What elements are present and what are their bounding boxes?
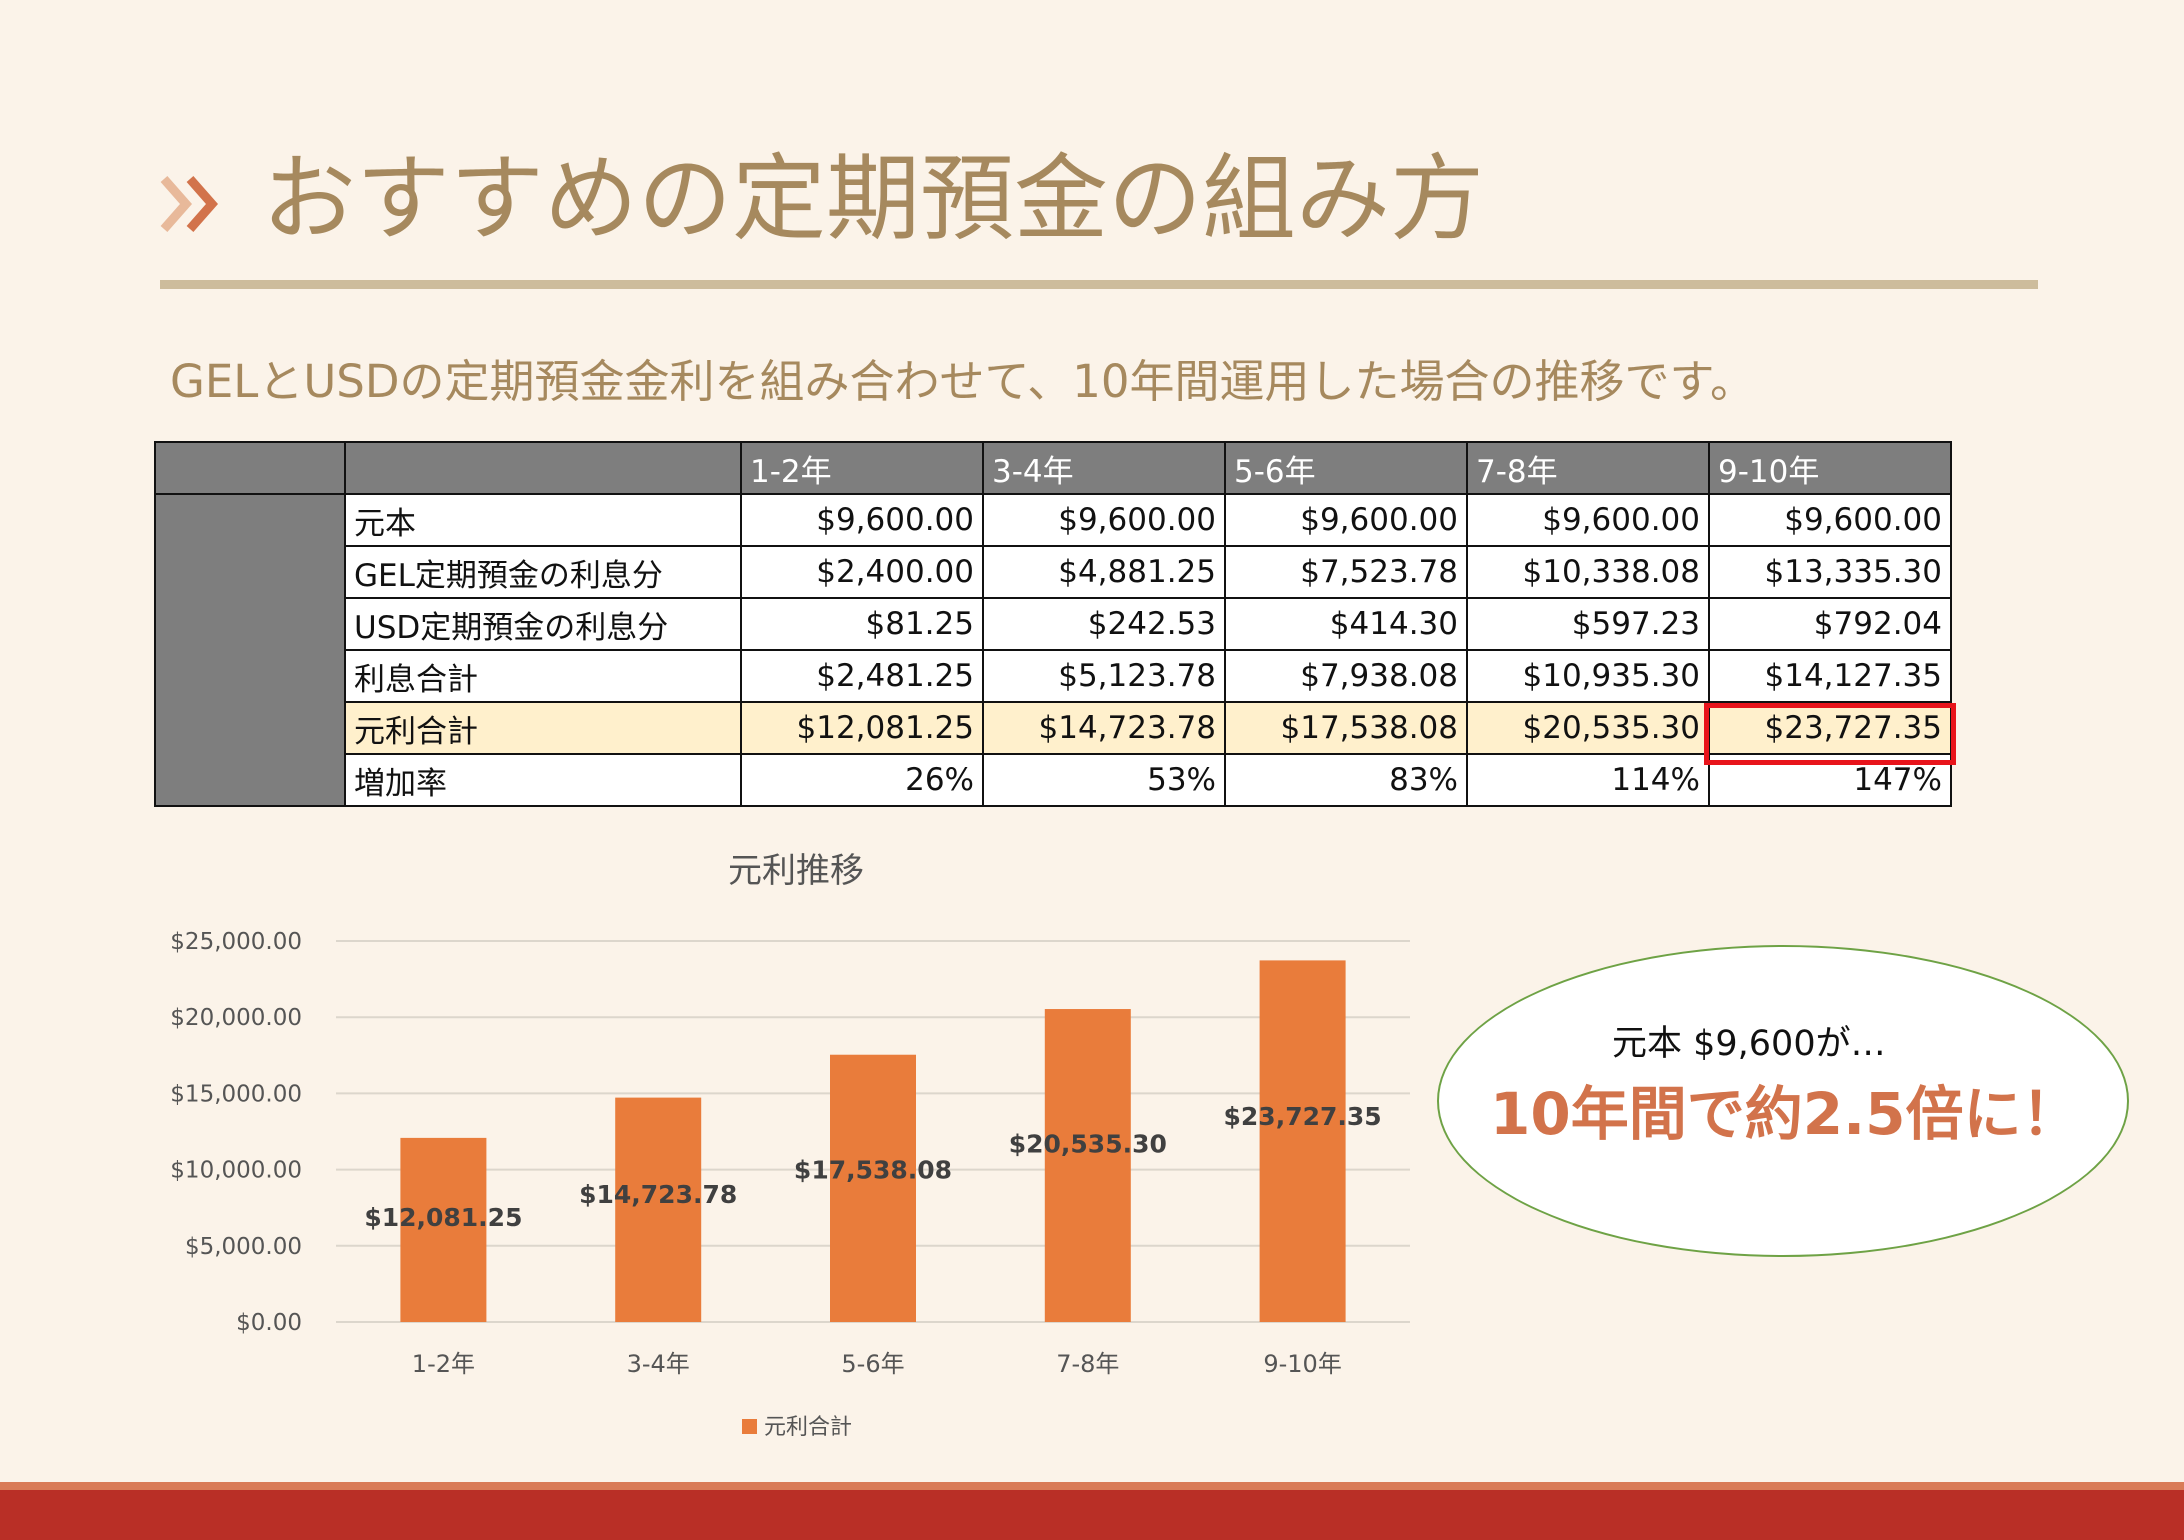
table-cell: $9,600.00: [982, 493, 1226, 547]
footer-bar: [0, 1490, 2184, 1540]
table-cell: $17,538.08: [1224, 701, 1468, 755]
slide-subtitle: GELとUSDの定期預金金利を組み合わせて、10年間運用した場合の推移です。: [170, 355, 1756, 408]
table-cell: 114%: [1466, 753, 1710, 807]
bar: [830, 1054, 916, 1322]
bar-value-label: $12,081.25: [364, 1203, 522, 1232]
table-cell: $2,481.25: [740, 649, 984, 703]
table-cell: $9,600.00: [1224, 493, 1468, 547]
table-cell: $9,600.00: [1708, 493, 1952, 547]
row-label: GEL定期預金の利息分: [344, 545, 742, 599]
table-row: 元本 $9,600.00 $9,600.00 $9,600.00 $9,600.…: [154, 493, 1952, 807]
legend-swatch: [742, 1419, 757, 1434]
table-cell: $20,535.30: [1466, 701, 1710, 755]
x-tick-label: 9-10年: [1263, 1350, 1341, 1378]
bar: [615, 1097, 702, 1322]
y-tick-label: $0.00: [236, 1310, 302, 1336]
bar: [1259, 960, 1346, 1322]
table-row: 増加率 26% 53% 83% 114% 147%: [155, 753, 1952, 807]
table-cell: $4,881.25: [982, 545, 1226, 599]
callout-principal: 元本 $9,600が…: [1612, 1024, 1886, 1064]
table-row-highlighted: 元利合計 $12,081.25 $14,723.78 $17,538.08 $2…: [155, 701, 1952, 755]
callout-ellipse: [1437, 945, 2129, 1257]
table-cell: $10,935.30: [1466, 649, 1710, 703]
table-cell: $23,727.35: [1708, 701, 1952, 755]
table-cell: 26%: [740, 753, 984, 807]
chart-legend: 元利合計: [742, 1415, 852, 1440]
table-cell: $14,723.78: [982, 701, 1226, 755]
y-tick-label: $20,000.00: [170, 1005, 302, 1031]
table-cell: $13,335.30: [1708, 545, 1952, 599]
table-header-cell: 1-2年: [740, 441, 984, 495]
y-tick-label: $10,000.00: [170, 1158, 302, 1184]
row-label: 元利合計: [344, 701, 742, 755]
table-cell: $2,400.00: [740, 545, 984, 599]
y-tick-label: $15,000.00: [170, 1081, 302, 1107]
row-label: 利息合計: [344, 649, 742, 703]
table-cell: $597.23: [1466, 597, 1710, 651]
table-row: 利息合計 $2,481.25 $5,123.78 $7,938.08 $10,9…: [155, 649, 1952, 703]
table-cell: $10,338.08: [1466, 545, 1710, 599]
table-header-cell: 9-10年: [1708, 441, 1952, 495]
table-row: GEL定期預金の利息分 $2,400.00 $4,881.25 $7,523.7…: [155, 545, 1952, 599]
table-header-row: 1-2年 3-4年 5-6年 7-8年 9-10年: [154, 441, 1952, 495]
table-header-cell: 7-8年: [1466, 441, 1710, 495]
bar: [400, 1137, 487, 1322]
row-label: 増加率: [344, 753, 742, 807]
callout-result: 10年間で約2.5倍に！: [1490, 1080, 2080, 1148]
table-cell: $414.30: [1224, 597, 1468, 651]
table-cell: $9,600.00: [1466, 493, 1710, 547]
legend-label: 元利合計: [764, 1415, 852, 1440]
table-header-cell: [154, 441, 346, 495]
table-row: USD定期預金の利息分 $81.25 $242.53 $414.30 $597.…: [155, 597, 1952, 651]
x-tick-label: 1-2年: [412, 1350, 475, 1378]
slide-title: おすすめの定期預金の組み方: [262, 145, 1485, 254]
footer-accent-line: [0, 1482, 2184, 1490]
y-tick-label: $25,000.00: [170, 929, 302, 955]
bar-value-label: $20,535.30: [1009, 1130, 1167, 1159]
chart-title: 元利推移: [728, 851, 864, 891]
x-tick-label: 5-6年: [841, 1350, 904, 1378]
x-tick-label: 3-4年: [627, 1350, 690, 1378]
x-axis: 1-2年 3-4年 5-6年 7-8年 9-10年: [412, 1350, 1342, 1378]
table-cell: $81.25: [740, 597, 984, 651]
row-label: USD定期預金の利息分: [344, 597, 742, 651]
title-divider: [160, 280, 2038, 289]
y-axis: $0.00 $5,000.00 $10,000.00 $15,000.00 $20,00…: [170, 929, 302, 1336]
table-cell: $14,127.35: [1708, 649, 1952, 703]
table-cell: 53%: [982, 753, 1226, 807]
highlight-box: [1704, 703, 1956, 765]
table-cell: $9,600.00: [740, 493, 984, 547]
table-header-cell: 3-4年: [982, 441, 1226, 495]
row-label: 元本: [344, 493, 742, 547]
bar: [1044, 1009, 1131, 1322]
bar-chart: 元利推移 $0.00$5,000.00$10,000.00$15,000.00$…: [170, 851, 1410, 1440]
bar-value-label: $23,727.35: [1224, 1102, 1382, 1131]
table-cell: $7,523.78: [1224, 545, 1468, 599]
table-header-cell: [344, 441, 742, 495]
x-tick-label: 7-8年: [1056, 1350, 1119, 1378]
table-cell: 83%: [1224, 753, 1468, 807]
bar-value-label: $17,538.08: [794, 1156, 952, 1185]
table-cell: $5,123.78: [982, 649, 1226, 703]
table-header-cell: 5-6年: [1224, 441, 1468, 495]
table-cell: $242.53: [982, 597, 1226, 651]
table-cell: $7,938.08: [1224, 649, 1468, 703]
table-cell: $12,081.25: [740, 701, 984, 755]
y-tick-label: $5,000.00: [185, 1234, 302, 1260]
bar-series: $12,081.25 $14,723.78 $17,538.08 $20,535.30…: [364, 960, 1382, 1322]
double-chevron-icon: [160, 176, 218, 232]
table-side-cell: [154, 493, 346, 807]
interest-table: 1-2年 3-4年 5-6年 7-8年 9-10年 元本 $9,600.00 $…: [154, 441, 1952, 807]
bar-value-label: $14,723.78: [579, 1180, 737, 1209]
table-cell: $792.04: [1708, 597, 1952, 651]
